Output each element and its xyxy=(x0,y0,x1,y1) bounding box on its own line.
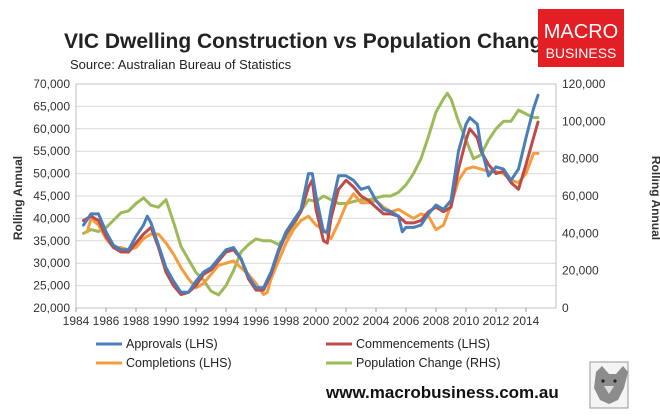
x-tick-label: 1990 xyxy=(153,314,180,328)
left-tick-label: 45,000 xyxy=(33,189,70,203)
chart-grid xyxy=(75,83,557,309)
x-tick-label: 2008 xyxy=(423,314,450,328)
x-tick-label: 1994 xyxy=(213,314,240,328)
x-tick-label: 2004 xyxy=(363,314,390,328)
left-tick-label: 40,000 xyxy=(33,211,70,225)
right-tick-label: 80,000 xyxy=(562,152,599,166)
left-tick-label: 25,000 xyxy=(33,279,70,293)
legend-label-3: Population Change (RHS) xyxy=(356,356,501,370)
logo-line2: BUSINESS xyxy=(546,45,617,61)
macrobusiness-logo: MACRO BUSINESS xyxy=(538,9,624,67)
left-tick-label: 65,000 xyxy=(33,99,70,113)
right-tick-label: 0 xyxy=(562,301,569,315)
left-axis-ticks: 20,000 25,000 30,000 35,000 40,000 45,000 50,0… xyxy=(33,77,70,315)
series-line-3 xyxy=(82,91,540,297)
chart-title: VIC Dwelling Construction vs Population … xyxy=(64,30,554,53)
site-url: www.macrobusiness.com.au xyxy=(325,383,559,402)
right-tick-label: 120,000 xyxy=(562,77,606,91)
x-tick-label: 2012 xyxy=(483,314,510,328)
x-tick-label: 1996 xyxy=(243,314,270,328)
left-tick-label: 55,000 xyxy=(33,144,70,158)
series-line-0 xyxy=(82,93,540,294)
logo-background xyxy=(538,9,624,67)
right-tick-label: 40,000 xyxy=(562,226,599,240)
x-tick-label: 2006 xyxy=(393,314,420,328)
chart-series xyxy=(82,91,540,297)
right-tick-label: 60,000 xyxy=(562,189,599,203)
wolf-logo-icon xyxy=(589,361,629,409)
x-tick-label: 1984 xyxy=(63,314,90,328)
series-line-2 xyxy=(85,151,540,297)
legend-label-2: Completions (LHS) xyxy=(126,356,232,370)
x-tick-label: 2000 xyxy=(303,314,330,328)
left-axis-title: Rolling Annual xyxy=(11,156,25,240)
logo-line1: MACRO xyxy=(544,21,618,43)
left-tick-label: 35,000 xyxy=(33,234,70,248)
left-tick-label: 60,000 xyxy=(33,122,70,136)
legend-label-0: Approvals (LHS) xyxy=(126,337,218,351)
chart-source: Source: Australian Bureau of Statistics xyxy=(70,57,292,72)
legend-label-1: Commencements (LHS) xyxy=(356,337,490,351)
x-tick-label: 1986 xyxy=(93,314,120,328)
x-tick-label: 2014 xyxy=(513,314,540,328)
chart-legend: Approvals (LHS) Commencements (LHS) Comple… xyxy=(96,337,501,370)
right-tick-label: 100,000 xyxy=(562,114,606,128)
left-tick-label: 30,000 xyxy=(33,256,70,270)
right-tick-label: 20,000 xyxy=(562,264,599,278)
left-tick-label: 50,000 xyxy=(33,167,70,181)
left-tick-label: 70,000 xyxy=(33,77,70,91)
x-tick-label: 2010 xyxy=(453,314,480,328)
x-axis-ticks: 1984 1986 1988 1990 1992 1994 1996 1998 2000 2002… xyxy=(63,308,540,328)
left-tick-label: 20,000 xyxy=(33,301,70,315)
x-tick-label: 1998 xyxy=(273,314,300,328)
x-tick-label: 1992 xyxy=(183,314,210,328)
x-tick-label: 2002 xyxy=(333,314,360,328)
x-tick-label: 1988 xyxy=(123,314,150,328)
right-axis-title: Rolling Annual xyxy=(649,156,660,240)
right-axis-ticks: 0 20,000 40,000 60,000 80,000 100,000 120,000 xyxy=(562,77,606,315)
